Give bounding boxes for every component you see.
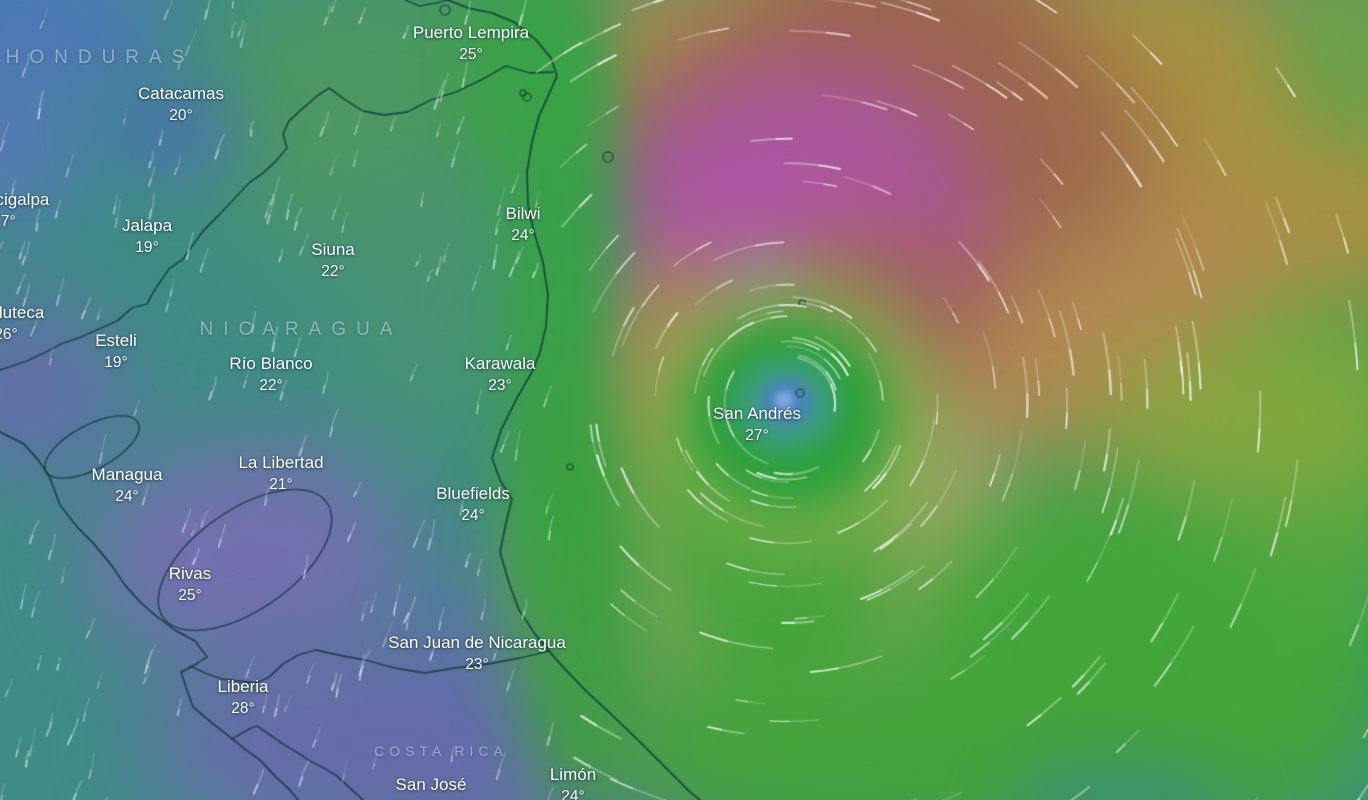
wind-map[interactable]: HONDURAS NICARAGUA COSTA RICA 21° Puerto Lem… xyxy=(0,0,1368,800)
city-label-rivas[interactable]: Rivas 25° xyxy=(169,563,212,607)
city-temperature: 24° xyxy=(550,786,596,800)
country-label-nicaragua: NICARAGUA xyxy=(200,319,403,341)
city-label-catacamas[interactable]: Catacamas 20° xyxy=(138,83,224,127)
city-label-san-juan-de-nicaragua[interactable]: San Juan de Nicaragua 23° xyxy=(388,632,566,676)
city-label-esteli[interactable]: Esteli 19° xyxy=(95,330,137,374)
city-temperature: 24° xyxy=(92,486,163,508)
city-label-bilwi[interactable]: Bilwi 24° xyxy=(506,203,541,247)
city-label-la-libertad[interactable]: La Libertad 21° xyxy=(238,452,323,496)
city-label-liberia[interactable]: Liberia 28° xyxy=(217,676,268,720)
city-name: Tegucigalpa xyxy=(0,189,49,211)
city-temperature: 22° xyxy=(311,261,354,283)
city-label-san-jos-[interactable]: San José xyxy=(396,774,467,796)
country-label-honduras: HONDURAS xyxy=(6,47,195,69)
city-temperature: 23° xyxy=(465,375,536,397)
city-temperature: 19° xyxy=(95,352,137,374)
city-label-bluefields[interactable]: Bluefields 24° xyxy=(436,483,510,527)
city-name: Puerto Lempira xyxy=(413,22,529,44)
city-temperature: 26° xyxy=(0,324,44,346)
city-name: San José xyxy=(396,774,467,796)
city-temperature: 24° xyxy=(506,225,541,247)
city-label-lim-n[interactable]: Limón 24° xyxy=(550,764,596,800)
city-name: Karawala xyxy=(465,353,536,375)
city-temperature: 25° xyxy=(413,44,529,66)
city-name: Jalapa xyxy=(122,215,172,237)
city-temperature: 28° xyxy=(217,698,268,720)
map-labels-layer: HONDURAS NICARAGUA COSTA RICA 21° Puerto Lem… xyxy=(0,0,1368,800)
city-temperature: 23° xyxy=(388,654,566,676)
city-temperature: 25° xyxy=(169,585,212,607)
city-label-managua[interactable]: Managua 24° xyxy=(92,464,163,508)
city-name: Esteli xyxy=(95,330,137,352)
city-name: La Libertad xyxy=(238,452,323,474)
city-name: Catacamas xyxy=(138,83,224,105)
city-label-puerto-lempira[interactable]: Puerto Lempira 25° xyxy=(413,22,529,66)
city-temperature: 19° xyxy=(122,237,172,259)
city-name: Managua xyxy=(92,464,163,486)
city-temperature: 22° xyxy=(229,375,312,397)
city-name: San Andrés xyxy=(713,403,801,425)
city-label-siuna[interactable]: Siuna 22° xyxy=(311,239,354,283)
city-temperature: 27° xyxy=(713,425,801,447)
city-temperature: 24° xyxy=(436,505,510,527)
city-temperature: 17° xyxy=(0,211,49,233)
city-label-tegucigalpa[interactable]: Tegucigalpa17° xyxy=(0,189,49,233)
city-label-san-andr-s[interactable]: San Andrés 27° xyxy=(713,403,801,447)
city-name: Siuna xyxy=(311,239,354,261)
city-name: Choluteca xyxy=(0,302,44,324)
city-name: San Juan de Nicaragua xyxy=(388,632,566,654)
city-name: Liberia xyxy=(217,676,268,698)
city-label-choluteca[interactable]: Choluteca26° xyxy=(0,302,44,346)
city-temperature: 21° xyxy=(238,474,323,496)
city-label-r-o-blanco[interactable]: Río Blanco 22° xyxy=(229,353,312,397)
city-name: Río Blanco xyxy=(229,353,312,375)
city-temperature: 20° xyxy=(138,105,224,127)
city-name: Limón xyxy=(550,764,596,786)
city-name: Rivas xyxy=(169,563,212,585)
city-name: Bilwi xyxy=(506,203,541,225)
country-label-costa-rica: COSTA RICA xyxy=(374,743,508,759)
city-label-karawala[interactable]: Karawala 23° xyxy=(465,353,536,397)
city-label-jalapa[interactable]: Jalapa 19° xyxy=(122,215,172,259)
city-name: Bluefields xyxy=(436,483,510,505)
